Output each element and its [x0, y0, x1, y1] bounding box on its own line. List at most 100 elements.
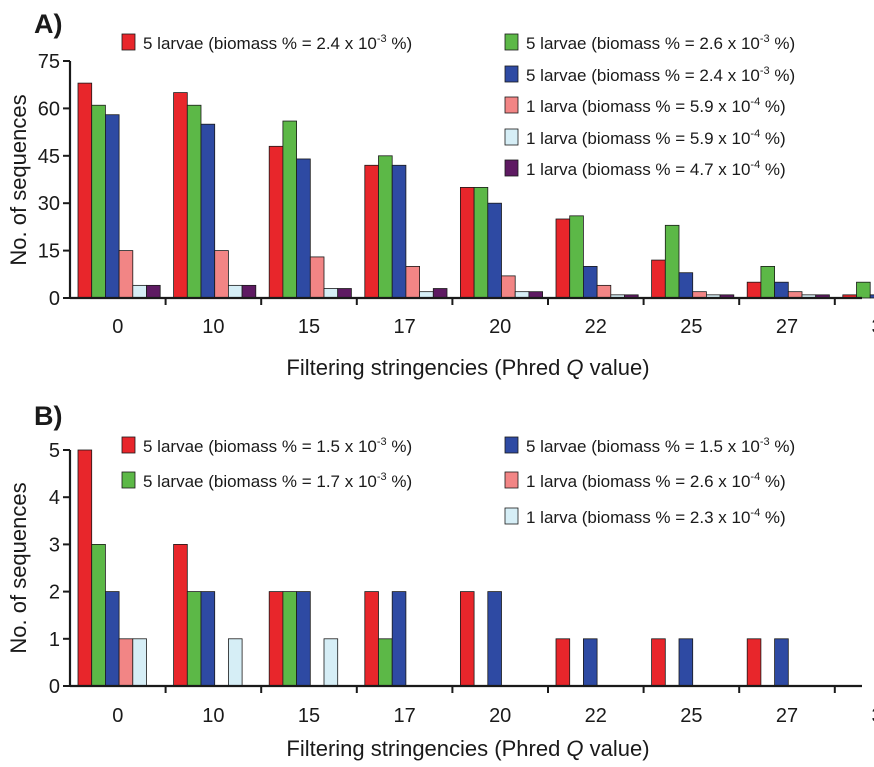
panel-a-bar-lightblue-15	[323, 288, 339, 299]
panel-b-bar-blue-17	[391, 591, 407, 687]
panel-a-x-axis-title: Filtering stringencies (Phred Q value)	[286, 355, 649, 380]
panel-b-bar-red-15	[268, 591, 284, 687]
panel-b-bar-blue-22	[583, 638, 598, 687]
panel-a-bar-blue-17	[391, 164, 407, 299]
panel-b-y-tick-label-4: 4	[49, 487, 60, 509]
panel-a-bar-pink-10	[214, 250, 229, 299]
panel-b-bar-blue-20	[487, 591, 502, 687]
panel-b-y-tick-label-0: 0	[49, 676, 60, 698]
panel-a-legend-label-6: 1 larva (biomass % = 4.7 x 10-4 %)	[526, 159, 786, 179]
panel-b-bar-red-0	[77, 449, 93, 687]
panel-a-x-tick-label-0: 0	[112, 316, 123, 338]
panel-b-bar-pink-0	[118, 638, 134, 687]
panel-a-legend-item-2: 5 larvae (biomass % = 2.6 x 10-3 %)	[504, 33, 795, 53]
panel-b-legend-item-5: 1 larva (biomass % = 2.3 x 10-4 %)	[504, 507, 786, 527]
panel-a-bar-blue-22	[583, 265, 598, 299]
panel-b-bar-blue-25	[678, 638, 694, 687]
panel-a-legend-item-1: 5 larvae (biomass % = 2.4 x 10-3 %)	[121, 33, 412, 53]
panel-a-bar-red-20	[459, 186, 475, 299]
panel-a-y-axis-title: No. of sequences	[6, 94, 31, 265]
panel-a-bar-green-22	[569, 215, 584, 299]
panel-b-bar-blue-0	[105, 591, 120, 687]
panel-a-bar-blue-0	[105, 114, 120, 299]
panel-a-bar-pink-22	[596, 284, 612, 299]
panel-b-bar-green-10	[186, 591, 202, 687]
panel-a-legend-label-1: 5 larvae (biomass % = 2.4 x 10-3 %)	[143, 33, 412, 53]
panel-b-x-tick-label-20: 20	[489, 705, 511, 727]
panel-b-legend-label-3: 5 larvae (biomass % = 1.5 x 10-3 %)	[526, 436, 795, 456]
panel-a-legend-swatch-6	[504, 159, 519, 177]
panel-b-bar-red-20	[459, 591, 475, 687]
panel-b-bar-red-27	[746, 638, 762, 687]
panel-a-bar-red-15	[268, 145, 284, 299]
panel-a-legend-item-4: 1 larva (biomass % = 5.9 x 10-4 %)	[504, 96, 786, 116]
panel-b-bar-red-22	[555, 638, 571, 687]
panel-a-bar-lightblue-0	[132, 284, 147, 299]
panel-a-bar-purple-17	[432, 288, 448, 299]
panel-b-bar-lightblue-15	[323, 638, 339, 687]
panel-b-green-series	[91, 544, 393, 687]
panel-b-bar-blue-10	[200, 591, 216, 687]
panel-b-chart: B) No. of sequences Filtering stringencies…	[6, 401, 874, 761]
panel-b-x-tick-label-15: 15	[298, 705, 320, 727]
panel-a-bar-green-27	[760, 265, 776, 299]
panel-b-bar-green-0	[91, 544, 106, 687]
panel-b-legend-swatch-4	[504, 471, 519, 489]
panel-a-blue-series	[105, 114, 874, 299]
panel-a-y-tick-label-15: 15	[38, 241, 60, 263]
panel-a-bar-red-17	[364, 164, 379, 299]
panel-b-bar-lightblue-10	[227, 638, 243, 687]
panel-a-y-tick-label-60: 60	[38, 98, 60, 120]
panel-a-bar-red-22	[555, 218, 571, 299]
panel-b-x-tick-label-25: 25	[680, 705, 702, 727]
panel-a-bar-green-0	[91, 104, 106, 299]
panel-a-legend-label-5: 1 larva (biomass % = 5.9 x 10-4 %)	[526, 128, 786, 148]
panel-a-bar-purple-15	[337, 288, 352, 299]
panel-a-x-tick-label-20: 20	[489, 316, 511, 338]
panel-a-bar-red-27	[746, 281, 762, 299]
panel-a-x-tick-label-30: 30	[871, 316, 874, 338]
panel-b-legend-swatch-2	[121, 471, 136, 489]
panel-a-bar-pink-0	[118, 250, 134, 299]
panel-a-y-tick-label-30: 30	[38, 193, 60, 215]
panel-a-bar-red-25	[651, 259, 666, 299]
panel-a-legend: 5 larvae (biomass % = 2.4 x 10-3 %) 5 lar…	[121, 33, 795, 179]
panel-a-bar-green-20	[473, 186, 489, 299]
panel-b-bar-red-25	[651, 638, 666, 687]
panel-a-legend-label-2: 5 larvae (biomass % = 2.6 x 10-3 %)	[526, 33, 795, 53]
panel-b-bar-green-15	[282, 591, 297, 687]
panel-b-legend-swatch-3	[504, 436, 519, 454]
panel-a-bar-pink-15	[309, 256, 325, 299]
panel-a-bar-purple-10	[241, 284, 257, 299]
panel-a-bar-green-15	[282, 120, 297, 299]
panel-b-red-series	[77, 449, 762, 687]
panel-b-bar-lightblue-0	[132, 638, 147, 687]
panel-a-bar-green-10	[186, 104, 202, 299]
panel-b-bar-green-17	[378, 638, 393, 687]
panel-b-legend-label-1: 5 larvae (biomass % = 1.5 x 10-3 %)	[143, 436, 412, 456]
panel-a-legend-item-3: 5 larvae (biomass % = 2.4 x 10-3 %)	[504, 65, 795, 85]
panel-b-bar-red-10	[173, 544, 188, 687]
panel-b-lightblue-series	[132, 638, 339, 687]
panel-b-y-tick-label-3: 3	[49, 534, 60, 556]
panel-a-legend-swatch-4	[504, 96, 519, 114]
panel-a-y-tick-label-0: 0	[49, 288, 60, 310]
panel-a-purple-series	[146, 284, 830, 299]
panel-b-y-tick-label-1: 1	[49, 629, 60, 651]
panel-b-legend-swatch-1	[121, 436, 136, 454]
panel-a-legend-item-5: 1 larva (biomass % = 5.9 x 10-4 %)	[504, 128, 786, 148]
panel-a-legend-swatch-1	[121, 33, 136, 51]
panel-a-bar-blue-15	[296, 158, 311, 299]
panel-a-bar-green-25	[664, 224, 680, 299]
panel-b-pink-series	[118, 638, 134, 687]
panel-a-legend-swatch-2	[504, 33, 519, 51]
panel-b-legend-label-4: 1 larva (biomass % = 2.6 x 10-4 %)	[526, 471, 786, 491]
panel-a-lightblue-series	[132, 284, 817, 299]
panel-b-legend-item-3: 5 larvae (biomass % = 1.5 x 10-3 %)	[504, 436, 795, 456]
panel-b-legend-swatch-5	[504, 507, 519, 525]
panel-a-green-series	[91, 104, 871, 299]
panel-a-x-tick-label-17: 17	[393, 316, 415, 338]
panel-a-bar-purple-0	[146, 284, 161, 299]
panel-a-bar-blue-25	[678, 272, 694, 299]
panel-a-x-tick-label-15: 15	[298, 316, 320, 338]
